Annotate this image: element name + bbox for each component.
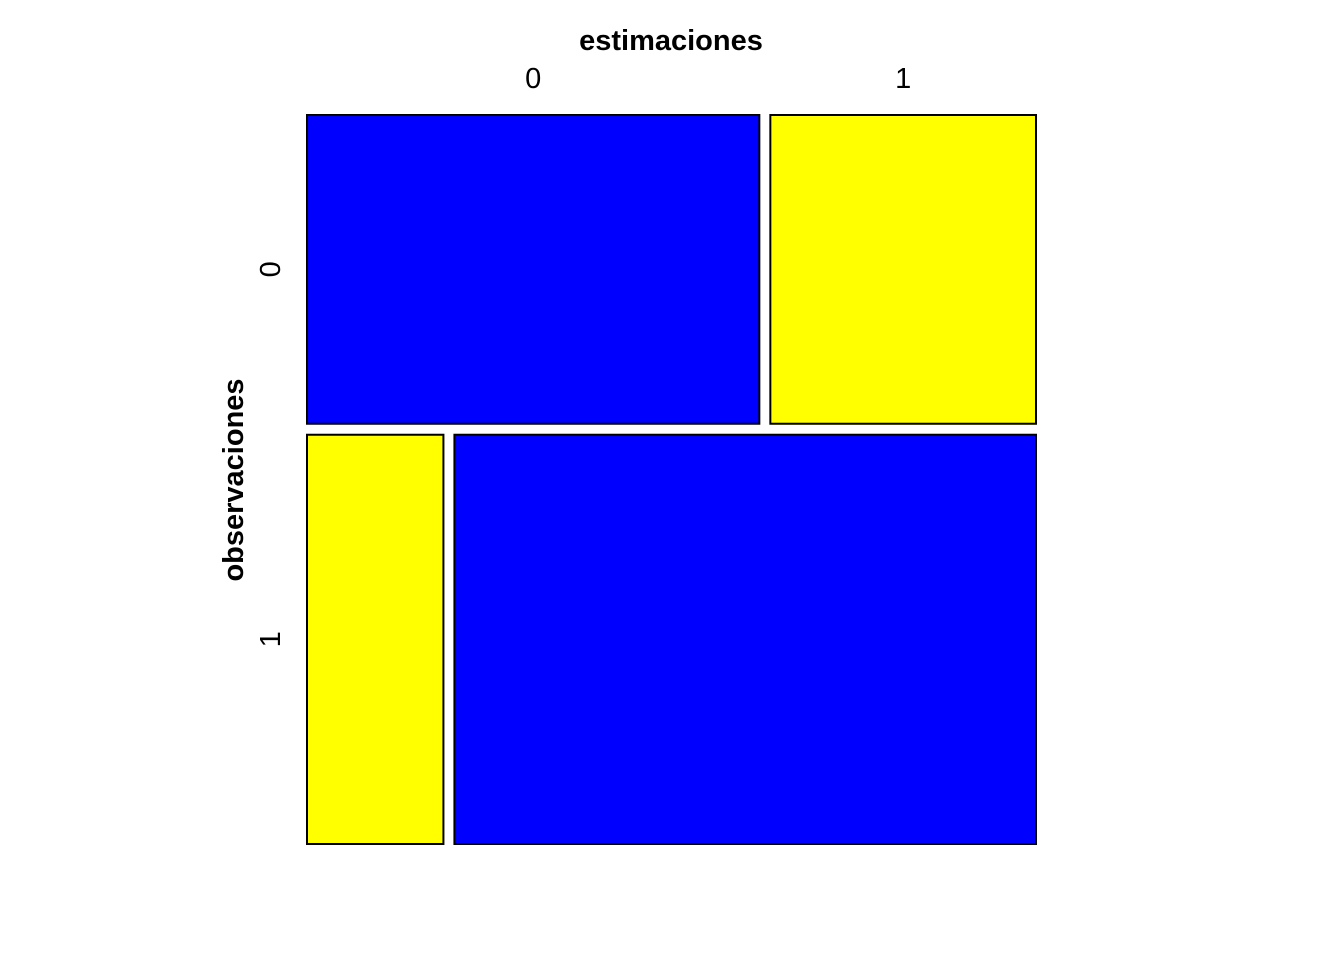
y-tick-label-0: 0 <box>255 261 287 277</box>
y-axis-title: observaciones <box>218 378 250 581</box>
tile-row-1-col-1 <box>453 433 1038 845</box>
y-tick-label-1: 1 <box>255 631 287 647</box>
tile-row-0-col-0 <box>306 114 761 425</box>
x-axis-title: estimaciones <box>579 25 763 57</box>
x-tick-label-1: 1 <box>895 63 911 95</box>
tile-row-1-col-0 <box>306 433 445 845</box>
y-tick-labels: 01 <box>255 261 287 647</box>
tile-row-0-col-1 <box>769 114 1038 425</box>
mosaic-tiles <box>306 114 1038 845</box>
x-tick-label-0: 0 <box>525 63 541 95</box>
